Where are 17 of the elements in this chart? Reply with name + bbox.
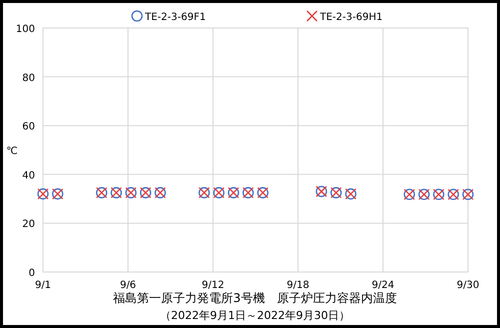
x-tick-label: 9/6	[120, 280, 136, 291]
y-tick-label: 80	[22, 72, 35, 84]
legend-label: TE-2-3-69H1	[319, 12, 383, 23]
y-axis-title: ℃	[6, 146, 18, 157]
y-tick-label: 40	[22, 170, 35, 182]
legend-label: TE-2-3-69F1	[144, 12, 206, 23]
y-tick-label: 20	[22, 219, 35, 230]
x-tick-label: 9/30	[456, 280, 480, 291]
x-tick-label: 9/12	[202, 280, 224, 291]
x-tick-label: 9/18	[286, 280, 310, 291]
y-tick-label: 100	[16, 24, 35, 35]
x-tick-label: 9/1	[34, 280, 52, 291]
y-tick-label: 0	[28, 268, 35, 279]
text: （2022年9月1日～2022年9月30日）	[160, 309, 350, 322]
x-tick-label: 9/24	[372, 280, 394, 291]
text: 福島第一原子力発電所3号機 原子炉圧力容器内温度	[113, 291, 397, 305]
y-tick-label: 60	[22, 122, 35, 133]
